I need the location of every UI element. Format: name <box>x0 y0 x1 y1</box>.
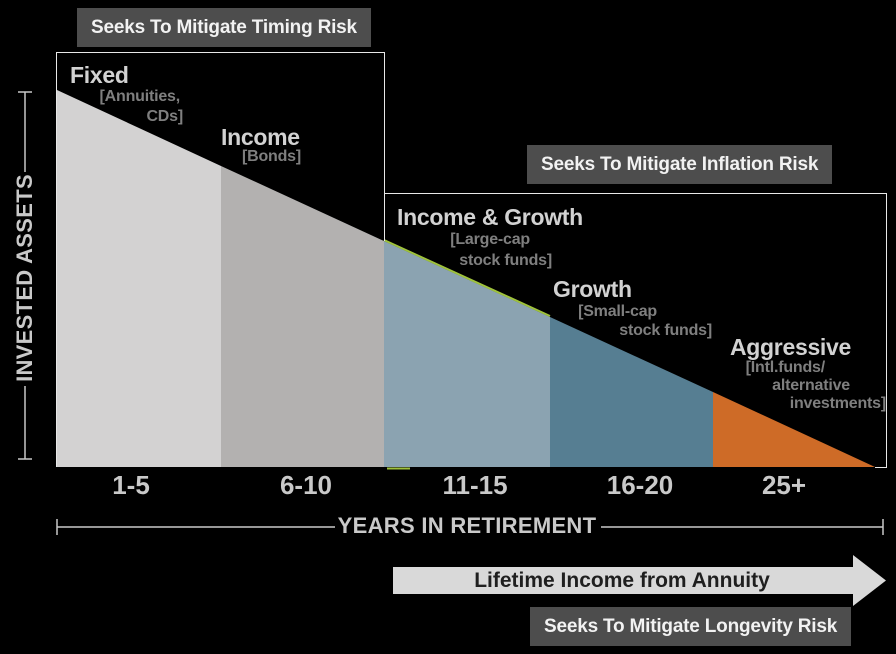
segment-income-growth-label: Income & Growth <box>397 204 583 230</box>
hypotenuse-green-highlight <box>383 239 551 317</box>
segment-fixed-sublabel-line1: [Annuities, <box>99 88 181 105</box>
x-tick-11-15: 11-15 <box>442 470 508 500</box>
segment-growth-sublabel-line1: [Small-cap <box>578 303 657 320</box>
annuity-arrow-head <box>853 555 886 606</box>
x-tick-6-10: 6-10 <box>279 470 333 500</box>
segment-aggressive-sublabel-line2: alternative <box>772 377 850 394</box>
annuity-arrow-label: Lifetime Income from Annuity <box>474 569 770 592</box>
y-axis-dimension-line <box>18 91 32 460</box>
x-axis-title: YEARS IN RETIREMENT <box>337 513 597 538</box>
x-tick-25-plus: 25+ <box>761 470 807 500</box>
segment-aggressive-sublabel-line3: investments] <box>789 395 886 412</box>
segment-income-area <box>221 166 384 467</box>
segment-aggressive-area <box>713 392 875 467</box>
segment-aggressive-label: Aggressive <box>730 334 852 360</box>
segment-fixed-area <box>57 90 221 467</box>
timing-risk-bracket-outline <box>56 52 385 467</box>
segment-income-sublabel-line1: [Bonds] <box>241 148 301 165</box>
segment-growth-area <box>550 317 713 467</box>
x-tick-1-5: 1-5 <box>112 470 150 500</box>
inflation-risk-bracket-outline <box>384 193 887 468</box>
segment-aggressive-sublabel-line1: [Intl.funds/ <box>745 359 826 376</box>
x-tick-16-20: 16-20 <box>606 470 674 500</box>
segment-fixed-sublabel-line2: CDs] <box>146 108 183 125</box>
segment-income-growth-area <box>384 241 550 467</box>
segment-income-label: Income <box>221 124 300 150</box>
x-axis-dimension-line <box>56 519 884 535</box>
segment-fixed-label: Fixed <box>70 62 129 88</box>
inflation-risk-box: Seeks To Mitigate Inflation Risk <box>527 145 833 184</box>
annuity-arrow-body <box>393 567 853 594</box>
y-axis-title: INVESTED ASSETS <box>12 174 37 382</box>
longevity-risk-box: Seeks To Mitigate Longevity Risk <box>530 607 852 646</box>
timing-risk-box: Seeks To Mitigate Timing Risk <box>77 8 371 47</box>
segment-growth-label: Growth <box>553 276 632 302</box>
segment-growth-sublabel-line2: stock funds] <box>619 322 712 339</box>
segment-income-growth-sublabel-line1: [Large-cap <box>450 231 530 248</box>
segment-income-growth-sublabel-line2: stock funds] <box>459 252 552 269</box>
